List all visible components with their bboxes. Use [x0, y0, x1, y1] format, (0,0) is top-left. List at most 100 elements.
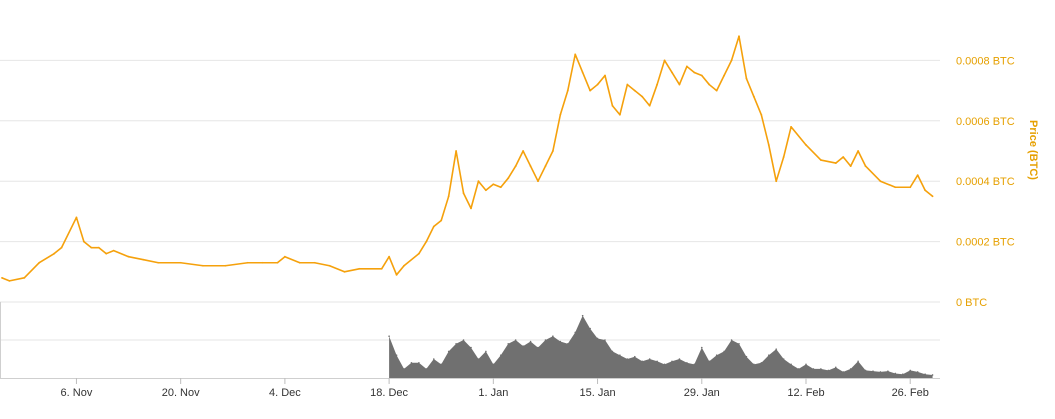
- price-point: [782, 156, 785, 158]
- price-point: [924, 189, 927, 192]
- volume-point: [864, 369, 867, 372]
- volume-point: [834, 366, 837, 369]
- volume-point: [641, 360, 644, 363]
- x-tick-label: 29. Jan: [684, 387, 720, 399]
- volume-point: [410, 362, 413, 364]
- price-point: [819, 159, 822, 161]
- volume-point: [782, 358, 785, 360]
- volume-point: [671, 360, 673, 363]
- price-point: [127, 255, 130, 258]
- price-point: [931, 195, 934, 198]
- price-panel: [1, 35, 934, 282]
- price-point: [507, 177, 510, 180]
- x-tick-label: 15. Jan: [580, 387, 616, 399]
- price-point: [358, 267, 361, 270]
- price-point: [179, 261, 182, 264]
- y-axis-title: Price (BTC): [1027, 120, 1039, 180]
- price-point: [8, 279, 11, 282]
- price-point: [224, 264, 227, 267]
- price-point: [142, 258, 145, 261]
- price-point: [685, 65, 688, 68]
- volume-panel: [388, 314, 934, 378]
- price-point: [551, 150, 554, 152]
- price-point: [283, 255, 286, 258]
- volume-point: [403, 368, 405, 370]
- price-point: [626, 83, 629, 86]
- price-point: [403, 264, 405, 267]
- x-tick-label: 20. Nov: [162, 387, 200, 399]
- volume-point: [559, 340, 562, 343]
- volume-point: [477, 358, 480, 360]
- price-point: [328, 264, 331, 267]
- x-tick-label: 1. Jan: [478, 387, 508, 399]
- price-point: [395, 273, 398, 276]
- volume-point: [656, 360, 658, 363]
- price-point: [745, 77, 748, 80]
- volume-point: [894, 372, 897, 375]
- volume-point: [462, 339, 465, 341]
- volume-point: [514, 339, 517, 341]
- price-point: [618, 113, 621, 116]
- price-point: [849, 165, 852, 168]
- volume-point: [812, 368, 815, 370]
- price-point: [656, 83, 659, 86]
- volume-point: [619, 354, 621, 357]
- volume-point: [447, 350, 450, 353]
- price-point: [730, 59, 733, 62]
- volume-point: [499, 354, 502, 357]
- volume-point: [418, 362, 420, 364]
- volume-point: [767, 354, 770, 357]
- y-tick-label: 0.0008 BTC: [956, 55, 1015, 67]
- price-point: [417, 252, 420, 255]
- volume-point: [678, 358, 681, 360]
- price-point: [388, 255, 391, 258]
- volume-point: [544, 339, 547, 341]
- volume-point: [753, 363, 755, 366]
- price-point: [276, 261, 279, 264]
- price-point: [75, 216, 78, 219]
- volume-point: [581, 314, 584, 317]
- volume-point: [790, 363, 792, 366]
- price-point: [53, 252, 56, 255]
- volume-point: [492, 363, 495, 366]
- price-point: [60, 246, 63, 249]
- price-point: [380, 267, 383, 270]
- volume-point: [686, 362, 688, 364]
- price-point: [671, 71, 673, 74]
- price-point: [343, 270, 346, 273]
- price-point: [581, 71, 584, 74]
- price-point: [909, 186, 912, 189]
- volume-point: [909, 369, 912, 372]
- price-point: [767, 144, 770, 146]
- volume-point: [775, 348, 778, 350]
- price-point: [23, 276, 26, 279]
- price-point: [834, 162, 837, 164]
- price-point: [470, 207, 472, 210]
- volume-point: [425, 368, 428, 370]
- price-point: [202, 264, 204, 267]
- volume-point: [738, 343, 740, 345]
- volume-point: [730, 339, 733, 341]
- price-point: [537, 180, 539, 183]
- price-point: [97, 246, 100, 249]
- volume-point: [566, 343, 569, 345]
- price-point: [752, 95, 755, 98]
- price-point: [298, 261, 301, 264]
- price-point: [559, 113, 562, 116]
- volume-area: [389, 315, 933, 378]
- volume-point: [589, 327, 591, 330]
- volume-point: [887, 370, 889, 372]
- volume-point: [663, 363, 666, 366]
- volume-point: [805, 363, 807, 366]
- price-point: [708, 83, 711, 86]
- volume-point: [455, 343, 457, 345]
- volume-point: [797, 368, 800, 370]
- price-point: [663, 59, 666, 62]
- price-point: [864, 165, 867, 168]
- price-point: [775, 180, 778, 183]
- price-point: [455, 150, 458, 152]
- price-point: [805, 144, 807, 146]
- price-point: [790, 125, 793, 128]
